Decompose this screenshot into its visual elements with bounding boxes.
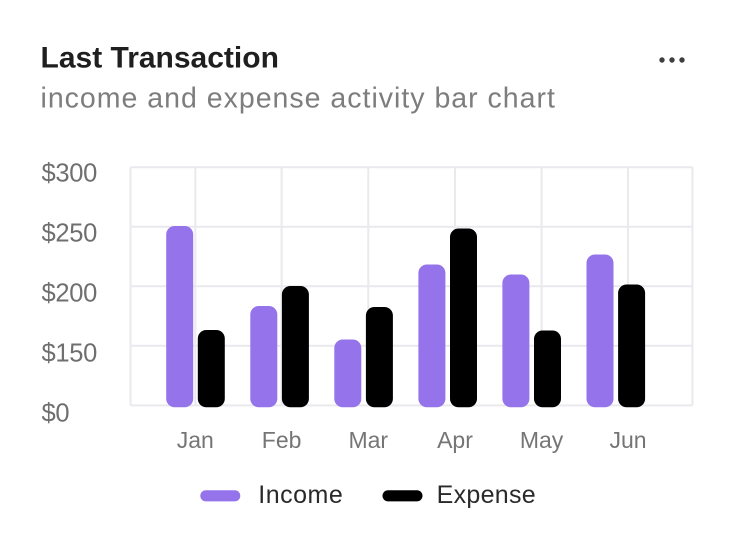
svg-text:Jan: Jan (177, 427, 214, 453)
svg-text:Last Transaction: Last Transaction (41, 42, 279, 75)
svg-text:Mar: Mar (348, 427, 388, 453)
svg-text:income and expense activity ba: income and expense activity bar chart (41, 82, 556, 114)
svg-text:$200: $200 (42, 279, 98, 307)
svg-text:$150: $150 (42, 339, 98, 367)
svg-text:Apr: Apr (437, 427, 473, 453)
svg-text:Income: Income (258, 481, 343, 509)
svg-text:May: May (520, 427, 564, 453)
svg-text:$250: $250 (42, 219, 98, 247)
svg-text:$300: $300 (42, 159, 98, 187)
svg-text:$0: $0 (42, 399, 70, 427)
svg-text:Feb: Feb (262, 427, 302, 453)
svg-text:Jun: Jun (609, 427, 646, 453)
svg-text:Expense: Expense (437, 481, 536, 509)
